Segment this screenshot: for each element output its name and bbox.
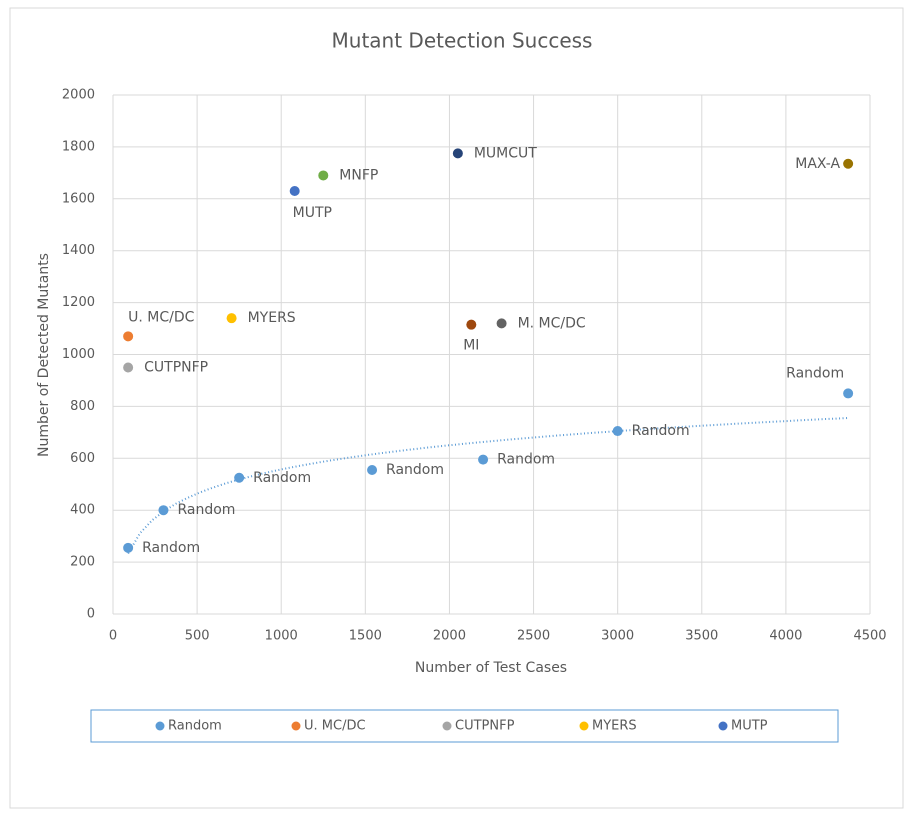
point — [466, 319, 477, 330]
chart-title: Mutant Detection Success — [332, 29, 593, 53]
legend-label: Random — [168, 719, 222, 734]
chart-frame — [9, 7, 904, 809]
x-axis-label: Number of Test Cases — [415, 660, 567, 676]
y-tick-label: 0 — [87, 607, 95, 622]
point-label: M. MC/DC — [518, 315, 586, 331]
y-tick-label: 1800 — [62, 139, 95, 154]
point — [496, 318, 507, 329]
legend-label: MYERS — [592, 719, 637, 734]
legend-marker — [579, 721, 589, 731]
legend-marker — [718, 721, 728, 731]
x-tick-label: 2500 — [517, 629, 550, 644]
point-label: MUMCUT — [474, 145, 537, 161]
y-tick-label: 1600 — [62, 191, 95, 206]
point-label: Random — [632, 423, 690, 439]
y-tick-label: 1000 — [62, 347, 95, 362]
point — [478, 454, 489, 465]
x-tick-label: 500 — [185, 629, 210, 644]
legend-label: MUTP — [731, 719, 768, 734]
point — [318, 170, 329, 181]
point — [123, 331, 134, 342]
point — [843, 388, 854, 399]
point-label: MYERS — [248, 310, 296, 326]
point — [843, 158, 854, 169]
y-tick-label: 1200 — [62, 295, 95, 310]
x-tick-label: 3000 — [601, 629, 634, 644]
x-tick-label: 1000 — [265, 629, 298, 644]
point-label: Random — [786, 365, 844, 381]
x-tick-label: 3500 — [685, 629, 718, 644]
y-tick-label: 2000 — [62, 88, 95, 103]
x-tick-label: 2000 — [433, 629, 466, 644]
point — [612, 426, 623, 437]
y-tick-label: 200 — [70, 555, 95, 570]
point — [234, 472, 245, 483]
x-tick-label: 0 — [109, 629, 117, 644]
point — [123, 362, 134, 373]
trendline — [127, 417, 849, 555]
y-tick-label: 600 — [70, 451, 95, 466]
point — [289, 186, 300, 197]
point-label: MNFP — [339, 167, 378, 183]
point — [452, 148, 463, 159]
x-tick-label: 1500 — [349, 629, 382, 644]
point-label: U. MC/DC — [128, 309, 194, 325]
point-label: MUTP — [293, 205, 332, 221]
legend-marker — [291, 721, 301, 731]
legend-box — [90, 709, 839, 743]
point-label: MI — [463, 338, 479, 354]
point-label: Random — [386, 462, 444, 478]
point-label: Random — [497, 452, 555, 468]
point — [367, 464, 378, 475]
point — [123, 542, 134, 553]
point-label: Random — [142, 540, 200, 556]
legend-label: CUTPNFP — [455, 719, 515, 734]
y-tick-label: 1400 — [62, 243, 95, 258]
legend-marker — [442, 721, 452, 731]
point-label: Random — [253, 470, 311, 486]
x-tick-label: 4500 — [853, 629, 886, 644]
point-label: Random — [177, 502, 235, 518]
point — [158, 505, 169, 516]
point-label: CUTPNFP — [144, 359, 208, 375]
legend-label: U. MC/DC — [304, 719, 366, 734]
y-tick-label: 800 — [70, 399, 95, 414]
legend-marker — [155, 721, 165, 731]
x-tick-label: 4000 — [769, 629, 802, 644]
point-label: MAX-A — [795, 156, 840, 172]
y-axis-label: Number of Detected Mutants — [36, 253, 52, 457]
y-tick-label: 400 — [70, 503, 95, 518]
point — [226, 313, 237, 324]
